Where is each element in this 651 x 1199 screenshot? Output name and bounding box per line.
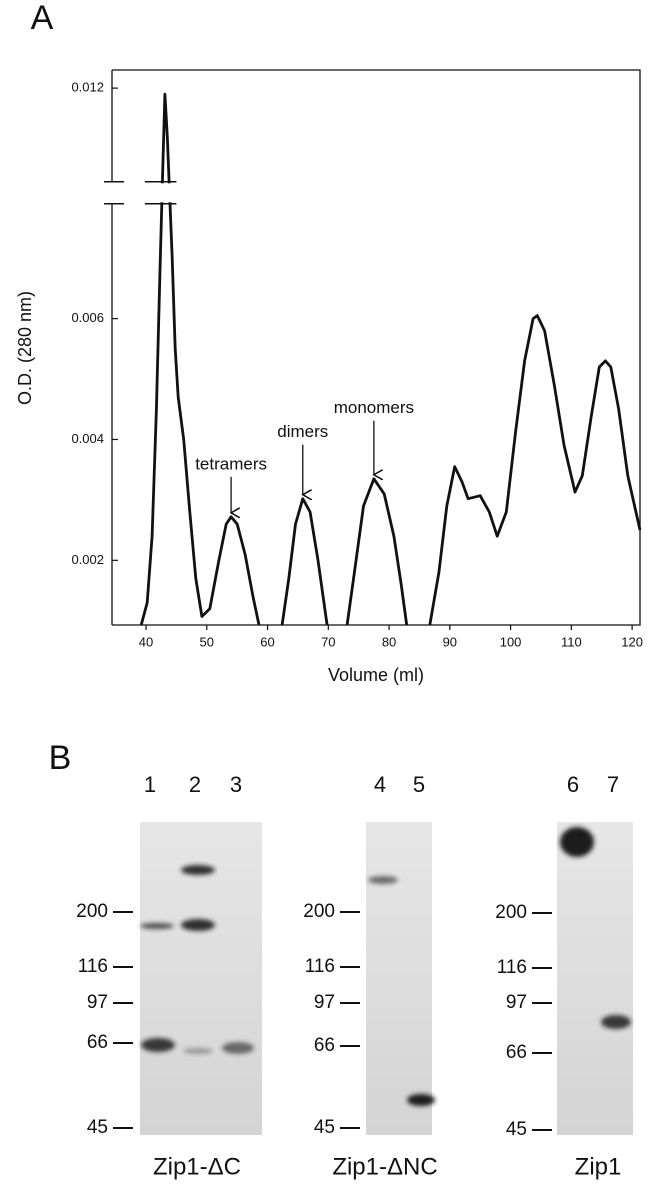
y-tick-label: 0.004 [71,431,104,446]
gel-caption: Zip1-ΔNC [332,1153,437,1180]
x-tick-label: 50 [200,634,214,649]
y-axis-label: O.D. (280 nm) [15,291,35,405]
gel-band [368,876,398,884]
chromatogram-line [139,92,642,626]
gel-band [222,1042,254,1054]
annotation: dimers [277,422,328,441]
gel-band [560,827,594,857]
panel-label: B [49,739,72,777]
marker-label: 97 [87,992,108,1013]
marker-label: 66 [314,1035,335,1056]
marker-label: 200 [76,901,108,922]
plot-frame [112,69,641,626]
marker-label: 200 [495,902,527,923]
gel-band [181,865,215,875]
lane-number: 2 [189,772,201,797]
gel-caption: Zip1-ΔC [153,1153,241,1180]
annotation: tetramers [195,454,267,473]
gel-band [141,1038,175,1052]
gel-band [140,923,174,929]
y-tick-label: 0.006 [71,310,104,325]
x-tick-label: 110 [561,634,582,649]
gel-image [557,822,633,1135]
lane-number: 3 [230,772,242,797]
marker-label: 116 [497,957,527,978]
lane-number: 1 [144,772,156,797]
marker-label: 45 [87,1117,108,1138]
marker-label: 116 [305,956,335,977]
gel-caption: Zip1 [575,1153,622,1180]
marker-label: 97 [314,992,335,1013]
panel-label: A [31,0,54,37]
y-tick-label: 0.012 [71,80,104,95]
marker-label: 97 [506,992,527,1013]
lane-number: 4 [374,772,386,797]
gel-band [181,919,215,931]
gel-band [407,1094,435,1106]
x-axis-label: Volume (ml) [328,665,424,685]
marker-label: 66 [87,1032,108,1053]
x-tick-label: 120 [621,634,643,649]
x-tick-label: 90 [443,634,457,649]
x-tick-label: 100 [500,634,522,649]
lane-number: 6 [567,772,579,797]
x-tick-label: 70 [321,634,335,649]
x-tick-label: 80 [382,634,396,649]
x-tick-label: 40 [139,634,153,649]
x-tick-label: 60 [260,634,274,649]
gel-image [366,822,432,1135]
lane-number: 5 [413,772,425,797]
y-tick-label: 0.002 [71,552,104,567]
marker-label: 66 [506,1042,527,1063]
marker-label: 45 [314,1117,335,1138]
axis-break-gap [147,183,181,203]
marker-label: 116 [78,956,108,977]
gel-band [601,1015,631,1029]
gel-band [183,1048,213,1054]
annotation: monomers [334,398,414,417]
marker-label: 200 [303,901,335,922]
marker-label: 45 [506,1119,527,1140]
lane-number: 7 [607,772,619,797]
